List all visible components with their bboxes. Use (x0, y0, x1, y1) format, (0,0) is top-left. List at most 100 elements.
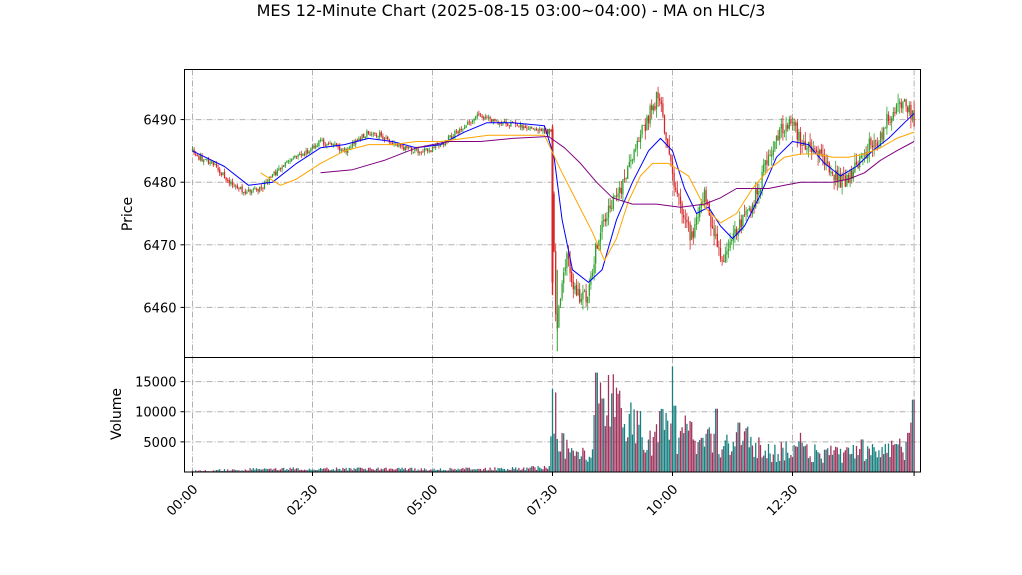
candle-body (569, 259, 571, 273)
candle-body (596, 244, 598, 249)
volume-bar (894, 444, 896, 472)
candle-body (215, 163, 218, 168)
volume-bar (910, 422, 912, 472)
candle-body (795, 122, 797, 126)
volume-bar (497, 467, 499, 472)
candle-body (777, 135, 779, 140)
volume-bar (798, 441, 800, 472)
candle-body (625, 178, 627, 180)
volume-bar (731, 451, 733, 472)
price-tick-label: 6460 (143, 301, 176, 316)
volume-bar (806, 444, 808, 472)
candle-body (446, 142, 448, 143)
volume-bar (718, 454, 720, 472)
candle-body (780, 124, 782, 129)
volume-bar (755, 442, 757, 472)
time-tick-label: 02:30 (284, 482, 321, 519)
volume-bar (284, 470, 286, 472)
candle-body (351, 141, 354, 147)
ma-mid-line (260, 131, 915, 261)
candle-body (335, 143, 338, 146)
time-tick-label: 05:00 (404, 482, 441, 519)
candle-body (740, 219, 742, 228)
candle-body (886, 113, 888, 129)
volume-bar (433, 468, 435, 472)
candle-body (302, 154, 304, 156)
candle-body (326, 143, 328, 146)
volume-bar (871, 444, 874, 472)
candle-body (409, 147, 411, 149)
candle-body (891, 118, 893, 123)
price-axis-ticks: 6460 6470 6480 6490 (143, 114, 185, 316)
candle-body (638, 140, 640, 142)
candle-body (262, 187, 264, 189)
candle-body (385, 137, 387, 139)
candle-body (444, 141, 446, 146)
candle-body (214, 163, 216, 165)
candle-body (241, 186, 243, 193)
volume-bar (707, 429, 709, 472)
volume-bar (503, 468, 506, 472)
volume-bar (355, 469, 357, 472)
candle-body (374, 132, 376, 134)
volume-bar (327, 469, 330, 472)
volume-bar (475, 469, 477, 472)
volume-bar (470, 469, 472, 472)
volume-bar (860, 439, 862, 472)
candle-body (398, 144, 400, 147)
volume-bar (835, 446, 837, 472)
volume-bar (580, 456, 582, 472)
candle-body (801, 145, 803, 146)
volume-bar (883, 454, 885, 472)
candle-body (703, 189, 706, 202)
volume-bar (332, 469, 334, 472)
candle-body (630, 159, 632, 162)
candle-body (870, 138, 872, 146)
candle-body (614, 195, 616, 197)
volume-bar (283, 467, 285, 472)
candle-body (499, 122, 501, 125)
candle-body (428, 150, 430, 152)
candle-body (479, 114, 482, 116)
candle-body (291, 158, 293, 161)
candle-body (655, 92, 658, 110)
candle-body (675, 187, 677, 190)
volume-bar (220, 470, 222, 472)
candle-body (580, 299, 582, 302)
candle-body (719, 248, 722, 260)
volume-bar (575, 451, 578, 472)
candle-body (611, 207, 613, 209)
volume-bar (279, 469, 282, 472)
volume-bar (238, 470, 240, 472)
candle-body (516, 124, 518, 126)
candle-body (235, 185, 237, 187)
volume-bar (614, 416, 616, 472)
volume-bar (647, 439, 650, 472)
volume-bar (443, 470, 445, 472)
volume-bar (684, 415, 686, 472)
candle-body (756, 188, 758, 195)
candle-body (819, 149, 821, 156)
volume-bar (735, 432, 738, 472)
volume-bar (401, 467, 403, 472)
candle-body (212, 161, 214, 166)
volume-bar (567, 448, 570, 472)
candle-body (331, 143, 333, 146)
volume-bar (750, 436, 752, 472)
volume-bar (436, 469, 438, 472)
candle-body (814, 148, 816, 150)
volume-bar (337, 469, 339, 472)
volume-bar (451, 468, 453, 472)
volume-bar (780, 442, 782, 472)
candle-body (639, 134, 642, 143)
candle-body (907, 107, 909, 113)
candle-body (897, 103, 899, 105)
volume-bar (604, 426, 606, 472)
candle-body (892, 112, 894, 119)
candle-body (710, 215, 712, 227)
volume-bar (519, 470, 522, 472)
volume-bar (539, 467, 541, 472)
candle-body (739, 219, 741, 232)
candle-body (881, 132, 883, 140)
volume-tick-label: 5000 (143, 436, 176, 451)
